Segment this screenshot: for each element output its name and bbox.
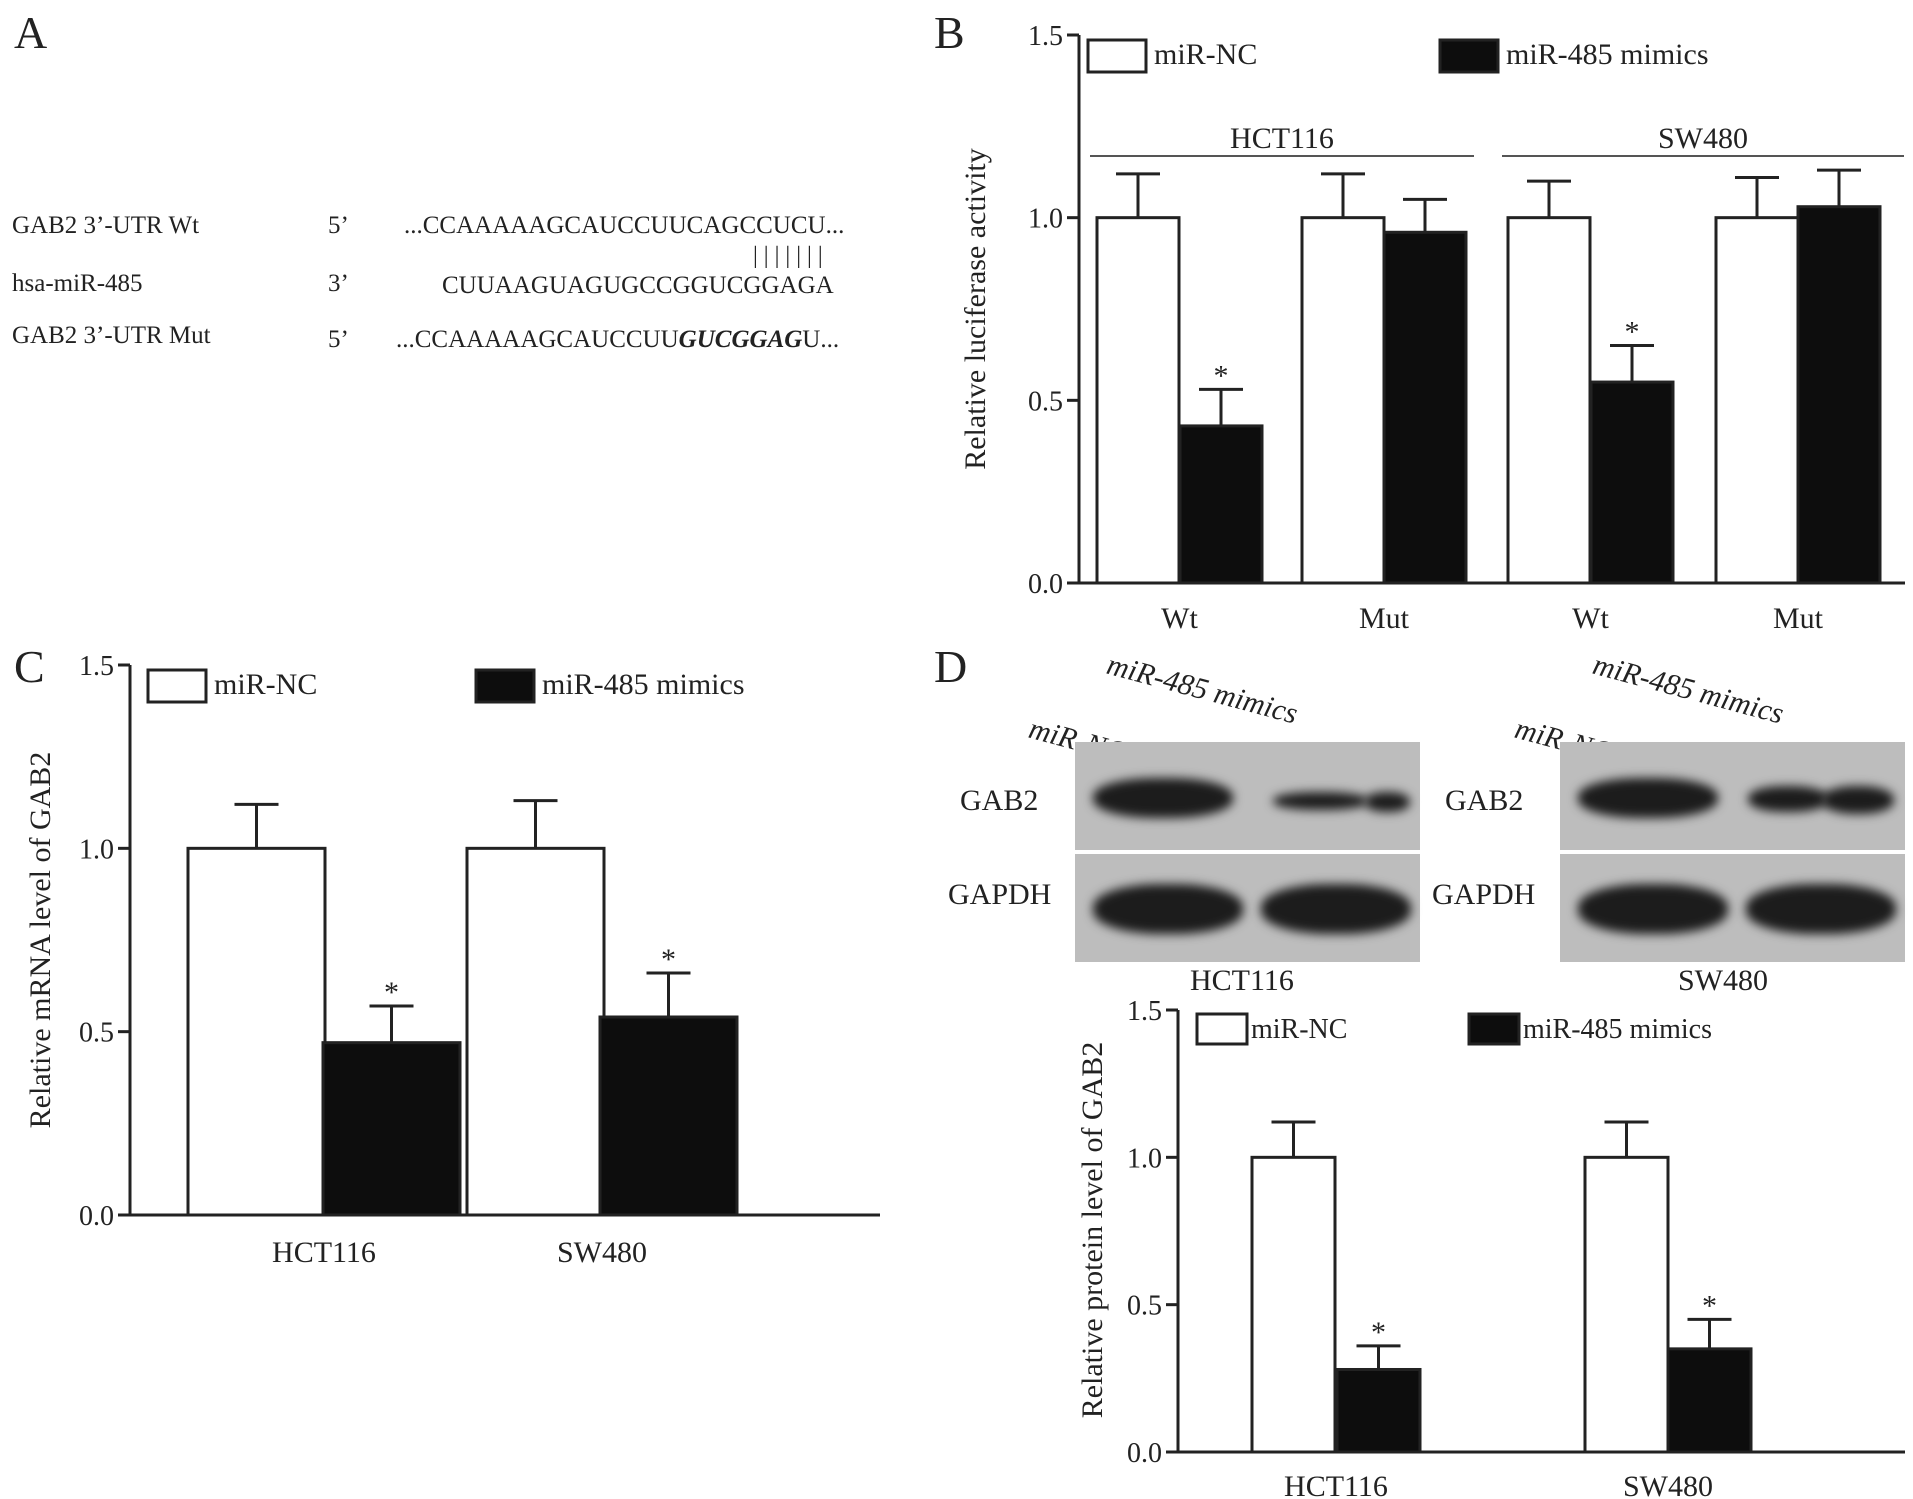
band (1578, 884, 1728, 934)
significance-marker: * (661, 943, 676, 976)
bar (1714, 216, 1800, 585)
seq-label-wt: GAB2 3’-UTR Wt (12, 212, 200, 239)
seq-mut-row: ...CCAAAAAGCAUCCUUGUCGGAGU... (396, 326, 839, 354)
group-label: SW480 (1658, 122, 1748, 155)
seq-mut-prefix: ...CCAAAAAGCAUCCUU (396, 326, 679, 353)
blot-sw480-gab2 (1560, 742, 1905, 850)
legend-swatch (1467, 1012, 1521, 1046)
y-tick-label: 0.0 (1127, 1438, 1162, 1469)
band (1748, 786, 1828, 812)
seq-end-mir: 3’ (328, 270, 349, 297)
band (1822, 786, 1894, 814)
x-tick-label: SW480 (1623, 1470, 1713, 1499)
significance-marker: * (1625, 316, 1640, 349)
band (1261, 884, 1411, 934)
bar (1589, 380, 1675, 585)
group-label: HCT116 (1230, 122, 1334, 155)
blot-sw480-cell-line: SW480 (1678, 964, 1768, 997)
y-axis-label: Relative luciferase activity (959, 148, 992, 470)
pairing-marks: | | | | | | | (753, 243, 823, 269)
seq-mir: CUUAAGUAGUGCCGGUCGGAGA (442, 272, 834, 299)
bar (1095, 216, 1181, 585)
panel-d-letter: D (934, 641, 968, 692)
seq-end-mut: 5’ (328, 326, 349, 353)
y-tick-label: 1.5 (1028, 21, 1063, 52)
bar (1382, 230, 1468, 585)
band (1093, 778, 1233, 818)
x-tick-label: Wt (1572, 602, 1609, 635)
x-tick-label: HCT116 (272, 1236, 376, 1269)
blot-sw480-row-gapdh: GAPDH (1432, 878, 1536, 911)
x-tick-label: SW480 (557, 1236, 647, 1269)
x-tick-label: Mut (1773, 602, 1824, 635)
bar (598, 1015, 739, 1217)
seq-label-mut: GAB2 3’-UTR Mut (12, 322, 211, 349)
legend-label: miR-NC (1154, 38, 1257, 71)
bar (1506, 216, 1592, 585)
panel-c-letter: C (14, 641, 45, 692)
significance-marker: * (1214, 359, 1229, 392)
bar (1250, 1155, 1337, 1454)
seq-label-mir: hsa-miR-485 (12, 270, 143, 297)
blot-hct116-row-gab2: GAB2 (960, 784, 1039, 817)
bar (1335, 1367, 1422, 1454)
seq-mut-suffix: U... (802, 326, 840, 353)
seq-wt: ...CCAAAAAGCAUCCUUCAGCCUCU... (404, 212, 845, 239)
y-tick-label: 0.5 (1028, 386, 1063, 417)
blot-hct116-cell-line: HCT116 (1190, 964, 1294, 997)
significance-marker: * (1371, 1316, 1386, 1349)
blot-hct116-row-gapdh: GAPDH (948, 878, 1052, 911)
blot-sw480-row-gab2: GAB2 (1445, 784, 1524, 817)
bar (1666, 1347, 1753, 1454)
bar (1583, 1155, 1670, 1454)
legend-swatch (1438, 38, 1500, 74)
x-tick-label: Mut (1359, 602, 1410, 635)
bar (186, 846, 327, 1217)
band (1273, 792, 1368, 810)
y-tick-label: 1.0 (1028, 204, 1063, 235)
y-tick-label: 1.5 (1127, 996, 1162, 1027)
y-tick-label: 1.5 (79, 651, 114, 682)
y-tick-label: 0.5 (1127, 1291, 1162, 1322)
y-tick-label: 1.0 (79, 834, 114, 865)
significance-marker: * (1702, 1289, 1717, 1322)
blot-hct116-gab2 (1075, 742, 1420, 850)
legend-label: miR-485 mimics (542, 668, 745, 701)
seq-end-wt: 5’ (328, 212, 349, 239)
legend-swatch (146, 668, 208, 704)
panel-a-letter: A (14, 7, 48, 58)
band (1093, 884, 1243, 934)
legend-label: miR-NC (214, 668, 317, 701)
blot-sw480-gapdh (1560, 854, 1905, 962)
band (1746, 884, 1896, 934)
legend-label: miR-485 mimics (1523, 1014, 1712, 1045)
bar (1796, 205, 1882, 585)
legend-label: miR-485 mimics (1506, 38, 1709, 71)
y-tick-label: 0.5 (79, 1018, 114, 1049)
x-tick-label: HCT116 (1284, 1470, 1388, 1499)
legend-swatch (1195, 1012, 1249, 1046)
band (1365, 792, 1410, 812)
x-tick-label: Wt (1161, 602, 1198, 635)
y-tick-label: 1.0 (1127, 1143, 1162, 1174)
y-axis-label: Relative mRNA level of GAB2 (24, 752, 57, 1129)
y-tick-label: 0.0 (1028, 569, 1063, 600)
significance-marker: * (384, 976, 399, 1009)
y-tick-label: 0.0 (79, 1201, 114, 1232)
blot-hct116-gapdh (1075, 854, 1420, 962)
y-axis-label: Relative protein level of GAB2 (1076, 1042, 1109, 1419)
legend-swatch (474, 668, 536, 704)
band (1578, 778, 1718, 818)
panel-b-letter: B (934, 7, 965, 58)
seq-mut-site: GUCGGAG (678, 326, 803, 353)
legend-swatch (1086, 38, 1148, 74)
legend-label: miR-NC (1251, 1014, 1347, 1045)
